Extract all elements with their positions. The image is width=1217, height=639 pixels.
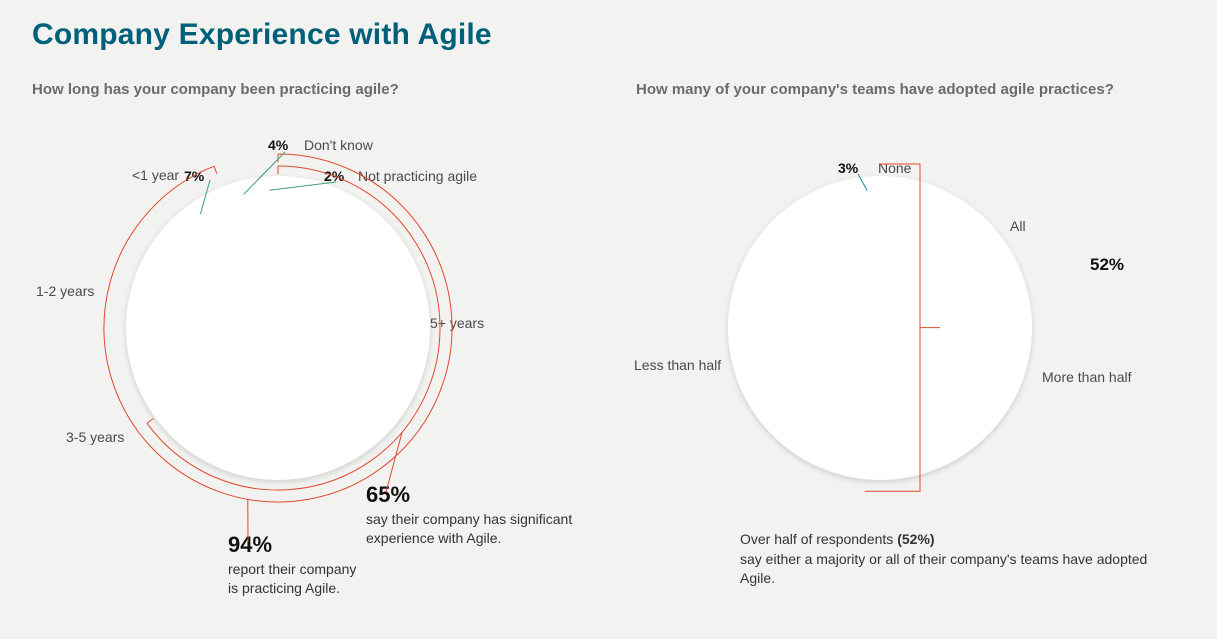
pie-chart-right: 18%34%46% <box>740 188 1020 468</box>
callout-65-line1: say their company has significant <box>366 511 572 527</box>
slice-label-none: None <box>878 161 911 176</box>
slice-pct-notagile: 2% <box>324 168 344 184</box>
slice-label-notagile: Not practicing agile <box>358 169 477 184</box>
callout-94-line2: is practicing Agile. <box>228 580 340 596</box>
slice-label-more: More than half <box>1042 370 1132 385</box>
page-title: Company Experience with Agile <box>32 18 492 52</box>
slice-label-dontknow: Don't know <box>304 138 373 153</box>
pie-border-left <box>126 176 430 480</box>
slice-label-3to5: 3-5 years <box>66 430 124 445</box>
slice-pct-lt1: 7% <box>184 168 204 184</box>
slice-label-1to2: 1-2 years <box>36 284 94 299</box>
callout-65-big: 65% <box>366 480 626 510</box>
footer-right-bold: (52%) <box>897 531 934 547</box>
pie-chart-left: 32%33%22% <box>138 188 418 468</box>
slice-label-all: All <box>1010 219 1026 234</box>
callout-94: 94% report their company is practicing A… <box>228 530 448 597</box>
slice-pct-dontknow: 4% <box>268 137 288 153</box>
question-left: How long has your company been practicin… <box>32 80 552 100</box>
footer-right-pre: Over half of respondents <box>740 531 897 547</box>
question-right: How many of your company's teams have ad… <box>636 80 1136 100</box>
callout-94-line1: report their company <box>228 561 356 577</box>
slice-label-lt1: <1 year <box>132 168 179 183</box>
slice-pct-none: 3% <box>838 160 858 176</box>
pie-border-right <box>728 176 1032 480</box>
slice-label-5plus: 5+ years <box>430 316 484 331</box>
slice-label-less: Less than half <box>634 358 721 373</box>
callout-94-big: 94% <box>228 530 448 560</box>
footer-right: Over half of respondents (52%) say eithe… <box>740 530 1170 589</box>
bracket-52: 52% <box>1090 256 1124 275</box>
footer-right-post: say either a majority or all of their co… <box>740 551 1147 587</box>
infographic-root: Company Experience with Agile How long h… <box>0 0 1217 639</box>
